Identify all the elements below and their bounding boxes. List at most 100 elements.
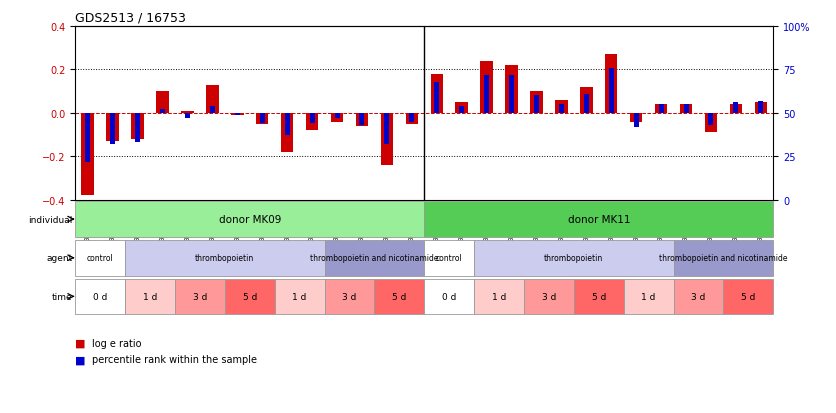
Bar (573, 279, 624, 314)
Bar (684, 105, 689, 114)
Bar (723, 279, 773, 314)
Bar (355, 114, 368, 126)
Bar (131, 114, 144, 140)
Bar (284, 114, 289, 136)
Bar (584, 95, 589, 114)
Text: 1 d: 1 d (641, 292, 655, 301)
Bar (380, 114, 393, 166)
Bar (609, 69, 614, 114)
Bar (334, 114, 339, 119)
Bar (534, 96, 539, 114)
Text: 5 d: 5 d (392, 292, 406, 301)
Bar (331, 114, 344, 122)
Bar (459, 107, 464, 114)
Bar (75, 279, 125, 314)
Bar (708, 114, 713, 126)
Bar (106, 114, 119, 142)
Bar (156, 92, 169, 114)
Text: 0 d: 0 d (442, 292, 456, 301)
Bar (160, 110, 165, 114)
Bar (210, 107, 215, 114)
Text: GDS2513 / 16753: GDS2513 / 16753 (75, 11, 186, 24)
Bar (135, 114, 140, 143)
Bar (225, 279, 275, 314)
Bar (674, 279, 723, 314)
Bar (484, 76, 489, 114)
Bar (530, 92, 543, 114)
Bar (680, 105, 692, 114)
Text: donor MK09: donor MK09 (218, 215, 281, 225)
Bar (385, 114, 390, 145)
Text: ■: ■ (75, 354, 86, 364)
Text: agent: agent (47, 254, 73, 263)
Bar (185, 114, 190, 119)
Text: log e ratio: log e ratio (92, 338, 141, 348)
Bar (306, 114, 319, 131)
Text: 0 d: 0 d (93, 292, 107, 301)
Text: individual: individual (28, 215, 73, 224)
Bar (125, 240, 324, 276)
Bar (175, 279, 225, 314)
Bar (434, 82, 439, 114)
Text: 5 d: 5 d (742, 292, 756, 301)
Text: 1 d: 1 d (143, 292, 157, 301)
Text: 1 d: 1 d (492, 292, 507, 301)
Bar (431, 74, 443, 114)
Bar (456, 103, 468, 114)
Bar (674, 240, 773, 276)
Bar (733, 103, 738, 114)
Text: donor MK11: donor MK11 (568, 215, 630, 225)
Bar (75, 202, 425, 237)
Bar (659, 105, 664, 114)
Bar (555, 100, 568, 114)
Bar (260, 114, 265, 124)
Text: 5 d: 5 d (242, 292, 257, 301)
Bar (281, 114, 293, 152)
Bar (424, 240, 474, 276)
Bar (524, 279, 573, 314)
Text: control: control (87, 254, 114, 263)
Bar (405, 114, 418, 124)
Bar (481, 62, 493, 114)
Bar (235, 114, 240, 115)
Bar (110, 114, 115, 145)
Text: thrombopoietin: thrombopoietin (544, 254, 604, 263)
Bar (424, 202, 773, 237)
Text: 5 d: 5 d (592, 292, 606, 301)
Bar (206, 85, 218, 114)
Bar (410, 114, 415, 122)
Text: control: control (436, 254, 462, 263)
Text: thrombopoietin: thrombopoietin (195, 254, 254, 263)
Text: 3 d: 3 d (342, 292, 357, 301)
Bar (309, 114, 314, 124)
Bar (580, 88, 593, 114)
Bar (730, 105, 742, 114)
Bar (231, 114, 243, 116)
Bar (634, 114, 639, 128)
Bar (275, 279, 324, 314)
Bar (81, 114, 94, 196)
Bar (324, 279, 375, 314)
Bar (474, 279, 524, 314)
Bar (705, 114, 717, 133)
Bar (605, 55, 618, 114)
Bar (755, 103, 767, 114)
Text: time: time (52, 292, 73, 301)
Text: thrombopoietin and nicotinamide: thrombopoietin and nicotinamide (310, 254, 439, 263)
Bar (474, 240, 674, 276)
Bar (505, 66, 517, 114)
Text: 1 d: 1 d (293, 292, 307, 301)
Bar (624, 279, 674, 314)
Bar (256, 114, 268, 124)
Bar (375, 279, 425, 314)
Bar (630, 114, 642, 122)
Bar (424, 279, 474, 314)
Text: 3 d: 3 d (691, 292, 706, 301)
Text: 3 d: 3 d (193, 292, 207, 301)
Bar (655, 105, 667, 114)
Bar (758, 102, 763, 114)
Text: percentile rank within the sample: percentile rank within the sample (92, 354, 257, 364)
Text: thrombopoietin and nicotinamide: thrombopoietin and nicotinamide (660, 254, 788, 263)
Bar (181, 112, 194, 114)
Bar (125, 279, 175, 314)
